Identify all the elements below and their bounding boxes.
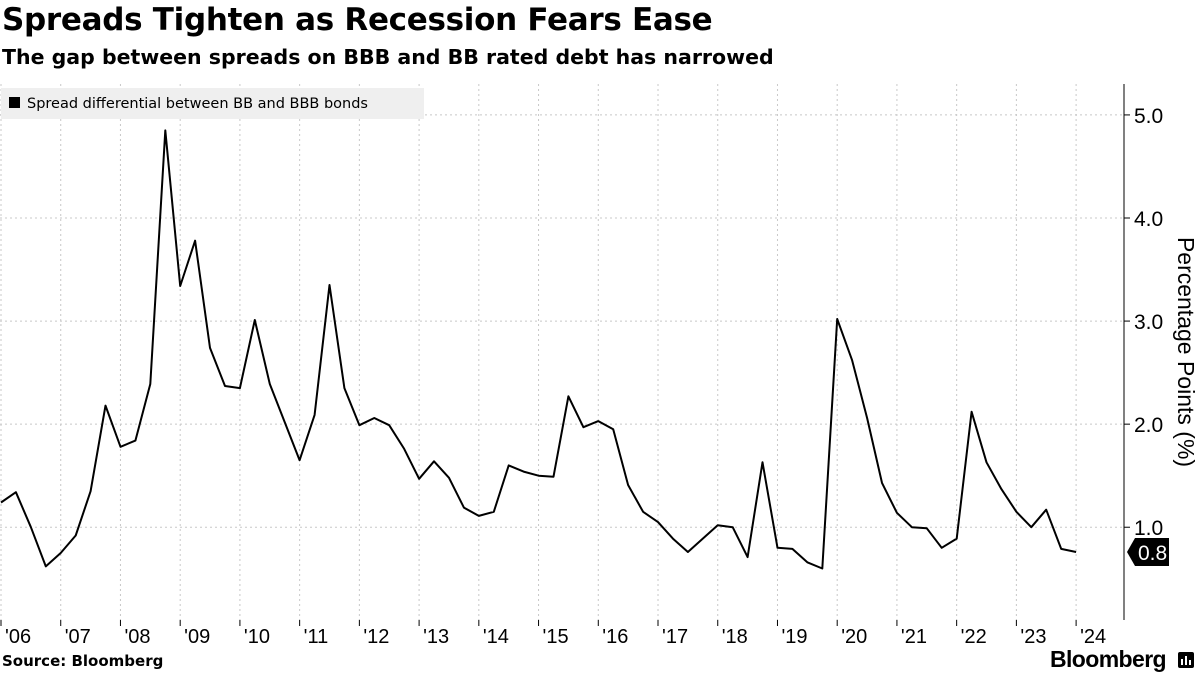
y-axis-ticks: 1.0 2.0 3.0 4.0 5.0 <box>1124 105 1163 540</box>
x-tick-label: '07 <box>65 626 91 648</box>
x-tick-label: '14 <box>483 626 509 648</box>
y-axis-title: Percentage Points (%) <box>1173 237 1199 467</box>
source-note: Source: Bloomberg <box>2 652 164 670</box>
legend-label: Spread differential between BB and BBB b… <box>27 96 368 112</box>
x-tick-label: '16 <box>602 626 628 648</box>
chart-subtitle: The gap between spreads on BBB and BB ra… <box>2 45 774 69</box>
last-value-label: 0.8 <box>1138 542 1167 565</box>
series-line <box>0 129 1077 570</box>
x-tick-label: '19 <box>781 626 807 648</box>
x-tick-label: '08 <box>124 626 150 648</box>
legend-background <box>1 88 424 119</box>
x-tick-label: '18 <box>722 626 748 648</box>
grid-layer <box>0 84 1124 620</box>
x-tick-label: '17 <box>662 626 688 648</box>
x-tick-label: '10 <box>244 626 270 648</box>
legend: Spread differential between BB and BBB b… <box>1 88 424 119</box>
x-tick-label: '09 <box>184 626 210 648</box>
x-tick-label: '06 <box>5 626 31 648</box>
bloomberg-bars-icon <box>1178 652 1194 668</box>
x-tick-label: '12 <box>363 626 389 648</box>
x-tick-label: '20 <box>841 626 867 648</box>
x-tick-label: '22 <box>961 626 987 648</box>
x-axis-ticks: '06 '07 '08 '09 '10 '11 '12 '13 '14 '15 '16 '17 '18 '… <box>0 620 1106 648</box>
y-tick-label: 5.0 <box>1134 105 1163 128</box>
brand-logo: Bloomberg <box>1050 646 1167 672</box>
last-value-badge: 0.8 <box>1127 537 1169 566</box>
chart-title: Spreads Tighten as Recession Fears Ease <box>2 2 713 38</box>
y-tick-label: 3.0 <box>1134 311 1163 334</box>
x-tick-label: '24 <box>1080 626 1106 648</box>
last-value-badge-shape <box>1127 537 1169 566</box>
y-tick-label: 4.0 <box>1134 208 1163 231</box>
x-tick-label: '15 <box>543 626 569 648</box>
y-tick-label: 2.0 <box>1134 414 1163 437</box>
x-tick-label: '21 <box>901 626 927 648</box>
legend-swatch <box>9 97 20 108</box>
x-tick-label: '13 <box>423 626 449 648</box>
x-tick-label: '11 <box>304 626 329 648</box>
x-tick-label: '23 <box>1020 626 1046 648</box>
y-tick-label: 1.0 <box>1134 517 1163 540</box>
